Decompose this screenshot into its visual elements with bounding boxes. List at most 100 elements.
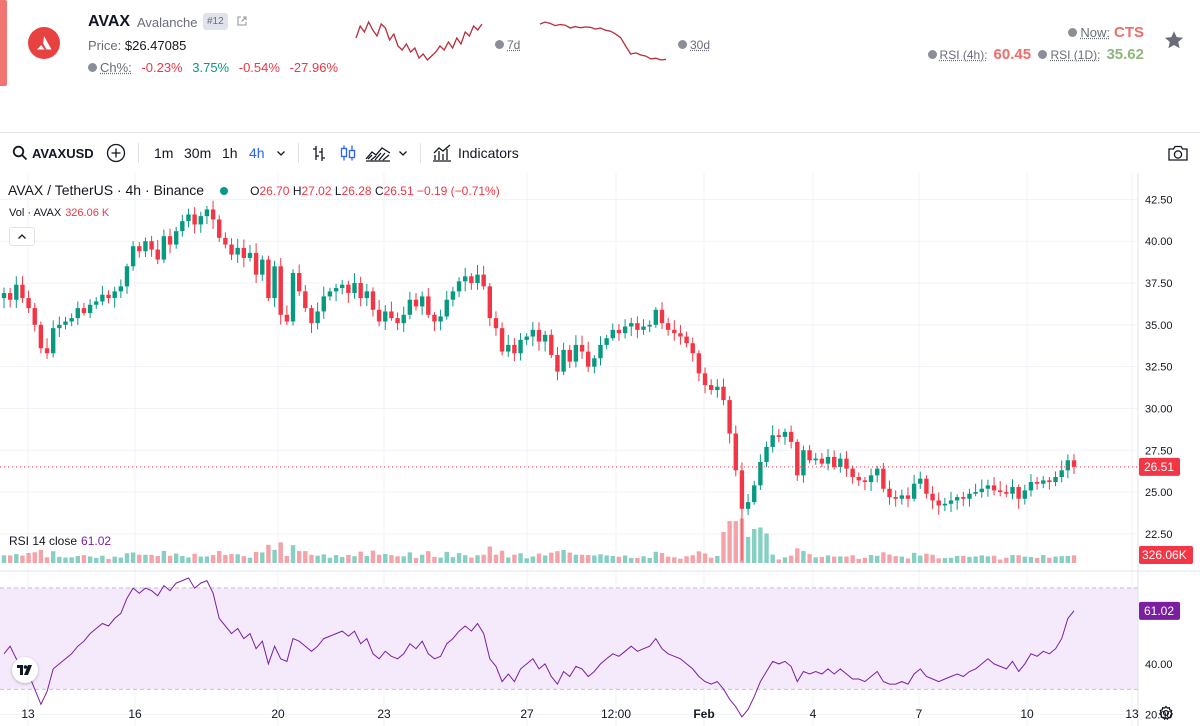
volume-bar: [279, 542, 283, 563]
candle: [672, 330, 676, 333]
settings-gear-icon[interactable]: [1158, 705, 1174, 726]
timeframe-1m[interactable]: 1m: [154, 133, 173, 173]
price-tick-label: 27.50: [1145, 445, 1173, 457]
symbol-search-button[interactable]: AVAXUSD: [12, 133, 94, 173]
volume-bar: [727, 521, 731, 563]
collapse-legend-button[interactable]: [9, 227, 35, 246]
time-axis-label: 20: [271, 707, 285, 721]
candle: [758, 462, 762, 485]
change-value: 3.75%: [192, 60, 229, 75]
time-axis-label: 16: [128, 707, 142, 721]
volume-bar: [457, 553, 461, 563]
candle: [432, 315, 436, 322]
candle: [611, 330, 615, 338]
volume-bar: [248, 558, 252, 563]
question-icon[interactable]: [928, 50, 937, 59]
price-chart[interactable]: 42.50 40.00 37.50 35.00 32.50 30.00 27.50 25.00…: [0, 173, 1200, 726]
volume-bar: [408, 552, 412, 563]
volume-bar: [678, 559, 682, 563]
candle: [955, 497, 959, 500]
timeframe-1h[interactable]: 1h: [222, 133, 238, 173]
candle: [377, 310, 381, 322]
volume-bar: [20, 556, 24, 563]
candle: [235, 248, 239, 255]
tradingview-logo-icon[interactable]: [12, 657, 38, 683]
candle: [229, 245, 233, 255]
candle: [451, 291, 455, 299]
change-row: Ch%: -0.23% 3.75% -0.54% -27.96%: [88, 60, 338, 75]
volume-bar: [322, 554, 326, 563]
volume-bar: [125, 553, 129, 563]
volume-bar: [254, 552, 258, 563]
candle: [39, 325, 43, 348]
volume-bar: [481, 555, 485, 563]
volume-bar: [881, 552, 885, 563]
price-tick-label: 37.50: [1145, 278, 1173, 290]
candle: [457, 281, 461, 291]
compare-symbol-button[interactable]: [106, 133, 126, 173]
candle: [574, 345, 578, 362]
candle: [94, 301, 98, 304]
candles-chart-type-icon[interactable]: [339, 133, 357, 173]
candle: [383, 311, 387, 321]
candle: [561, 350, 565, 372]
candle: [857, 477, 861, 480]
star-icon[interactable]: [1163, 29, 1185, 56]
volume-bar: [365, 556, 369, 563]
volume-bar: [285, 556, 289, 563]
external-link-icon[interactable]: [236, 14, 248, 32]
chevron-down-icon[interactable]: [398, 133, 408, 173]
volume-bar: [297, 551, 301, 563]
volume-bar: [395, 556, 399, 563]
now-status: Now: CTS: [1068, 24, 1144, 41]
price-tick-label: 25.00: [1145, 487, 1173, 499]
change-value: -27.96%: [290, 60, 338, 75]
question-icon[interactable]: [1038, 50, 1047, 59]
question-icon[interactable]: [88, 63, 97, 72]
candle: [998, 490, 1002, 492]
area-chart-type-icon[interactable]: [365, 133, 391, 173]
volume-bar: [709, 558, 713, 563]
change-value: -0.23%: [141, 60, 182, 75]
chart-legend: AVAX / TetherUS · 4h · Binance O26.70 H27…: [8, 182, 500, 198]
candle: [1016, 487, 1020, 499]
camera-icon[interactable]: [1167, 133, 1189, 173]
volume-bar: [156, 556, 160, 563]
volume-bar: [691, 555, 695, 563]
symbol-name: AVAXUSD: [32, 146, 94, 161]
timeframe-30m[interactable]: 30m: [184, 133, 211, 173]
volume-bar: [647, 558, 651, 563]
chevron-down-icon[interactable]: [276, 133, 286, 173]
candle: [592, 358, 596, 366]
volume-bar: [69, 557, 73, 563]
candle: [272, 266, 276, 298]
candle: [752, 485, 756, 502]
price-row: Price: $26.47085: [88, 38, 186, 53]
volume-bar: [291, 545, 295, 563]
candle: [285, 315, 289, 322]
bar-chart-type-icon[interactable]: [310, 133, 328, 173]
candle: [586, 352, 590, 367]
candle: [918, 479, 922, 484]
candle: [912, 484, 916, 499]
question-icon[interactable]: [1068, 28, 1077, 37]
rsi-4h-value: 60.45: [994, 46, 1032, 63]
candle: [279, 266, 283, 315]
candle: [770, 435, 774, 447]
candle: [2, 293, 6, 298]
candle: [223, 238, 227, 245]
indicators-button[interactable]: Indicators: [432, 133, 519, 173]
candle: [734, 434, 738, 471]
volume-bar: [893, 556, 897, 563]
timeframe-4h[interactable]: 4h: [249, 133, 265, 173]
change-value: -0.54%: [239, 60, 280, 75]
volume-bar: [100, 556, 104, 563]
candle: [57, 325, 61, 328]
volume-bar: [844, 557, 848, 563]
candle: [641, 327, 645, 330]
volume-bar: [371, 551, 375, 563]
candle: [838, 459, 842, 467]
candle: [346, 285, 350, 293]
volume-bar: [998, 559, 1002, 563]
candle: [14, 285, 18, 300]
